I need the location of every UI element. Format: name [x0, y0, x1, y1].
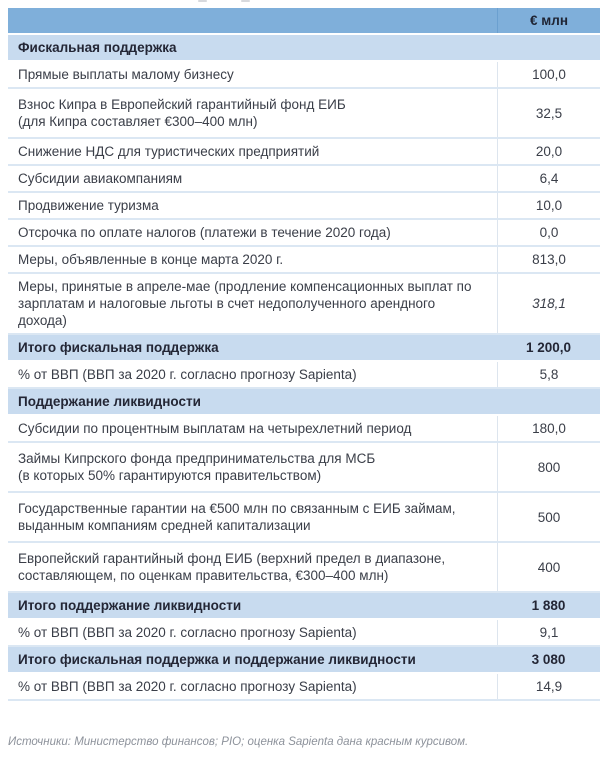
table-row: Меры, объявленные в конце марта 2020 г. … — [8, 247, 600, 274]
table-row: Субсидии авиакомпаниям 6,4 — [8, 166, 600, 193]
row-label: Взнос Кипра в Европейский гарантийный фо… — [18, 97, 346, 129]
row-value: 800 — [497, 443, 600, 491]
row-value: 180,0 — [497, 416, 600, 441]
row-value: 32,5 — [497, 89, 600, 137]
row-value: 20,0 — [497, 139, 600, 164]
row-value: 400 — [497, 543, 600, 591]
table-row: Европейский гарантийный фонд ЕИБ (верхни… — [8, 543, 600, 593]
section-row-fiscal-support: Фискальная поддержка — [8, 35, 600, 62]
table-row-pct-gdp: % от ВВП (ВВП за 2020 г. согласно прогно… — [8, 620, 600, 647]
total-label: Итого поддержание ликвидности — [18, 598, 242, 613]
row-label: Прямые выплаты малому бизнесу — [18, 67, 234, 82]
row-value-red-estimate: 318,1 — [497, 274, 600, 333]
total-value: 1 200,0 — [525, 340, 572, 355]
table-row: Снижение НДС для туристических предприят… — [8, 139, 600, 166]
cropped-title-remnant — [198, 0, 207, 2]
row-label: Займы Кипрского фонда предпринимательств… — [18, 451, 376, 483]
table-row: Продвижение туризма 10,0 — [8, 193, 600, 220]
row-label: Субсидии по процентным выплатам на четыр… — [18, 421, 412, 436]
total-label: Итого фискальная поддержка — [18, 340, 219, 355]
section-row-liquidity-support: Поддержание ликвидности — [8, 389, 600, 416]
row-label: Европейский гарантийный фонд ЕИБ (верхни… — [18, 551, 446, 583]
source-note: Источники: Министерство финансов; PIO; о… — [8, 736, 469, 748]
table-row-sapienta-estimate: Меры, принятые в апреле-мае (продление к… — [8, 274, 600, 335]
row-value: 0,0 — [497, 220, 600, 245]
row-label: Снижение НДС для туристических предприят… — [18, 144, 320, 159]
row-value: 5,8 — [497, 362, 600, 387]
row-value: 10,0 — [497, 193, 600, 218]
support-measures-table: € млн Фискальная поддержка Прямые выплат… — [8, 8, 600, 701]
section-title: Фискальная поддержка — [18, 40, 177, 55]
row-label: Государственные гарантии на €500 млн по … — [18, 501, 456, 533]
total-value: 3 080 — [531, 652, 566, 667]
row-value: 100,0 — [497, 62, 600, 87]
row-value: 500 — [497, 493, 600, 541]
row-value: 9,1 — [497, 620, 600, 645]
row-label: Меры, принятые в апреле-мае (продление к… — [18, 279, 472, 328]
total-value: 1 880 — [531, 598, 566, 613]
table-row: Отсрочка по оплате налогов (платежи в те… — [8, 220, 600, 247]
table-header-row: € млн — [8, 8, 600, 35]
row-label: Субсидии авиакомпаниям — [18, 171, 183, 186]
table-row-pct-gdp: % от ВВП (ВВП за 2020 г. согласно прогно… — [8, 674, 600, 701]
table-row: Взнос Кипра в Европейский гарантийный фо… — [8, 89, 600, 139]
table-row-pct-gdp: % от ВВП (ВВП за 2020 г. согласно прогно… — [8, 362, 600, 389]
unit-column-header: € млн — [497, 8, 600, 33]
row-label: % от ВВП (ВВП за 2020 г. согласно прогно… — [18, 367, 357, 382]
row-label: Отсрочка по оплате налогов (платежи в те… — [18, 225, 391, 240]
cropped-title-remnant — [241, 0, 250, 2]
row-value: 813,0 — [497, 247, 600, 272]
row-value: 14,9 — [497, 674, 600, 699]
total-row-fiscal-support: Итого фискальная поддержка 1 200,0 — [8, 335, 600, 362]
row-label: Продвижение туризма — [18, 198, 159, 213]
total-label: Итого фискальная поддержка и поддержание… — [18, 652, 416, 667]
row-value: 6,4 — [497, 166, 600, 191]
table-row: Займы Кипрского фонда предпринимательств… — [8, 443, 600, 493]
table-row: Прямые выплаты малому бизнесу 100,0 — [8, 62, 600, 89]
row-label: % от ВВП (ВВП за 2020 г. согласно прогно… — [18, 625, 357, 640]
header-empty-cell — [8, 8, 497, 33]
table-row: Субсидии по процентным выплатам на четыр… — [8, 416, 600, 443]
row-label: Меры, объявленные в конце марта 2020 г. — [18, 252, 284, 267]
section-title: Поддержание ликвидности — [18, 394, 201, 409]
row-label: % от ВВП (ВВП за 2020 г. согласно прогно… — [18, 679, 357, 694]
total-row-grand-total: Итого фискальная поддержка и поддержание… — [8, 647, 600, 674]
table-row: Государственные гарантии на €500 млн по … — [8, 493, 600, 543]
total-row-liquidity-support: Итого поддержание ликвидности 1 880 — [8, 593, 600, 620]
